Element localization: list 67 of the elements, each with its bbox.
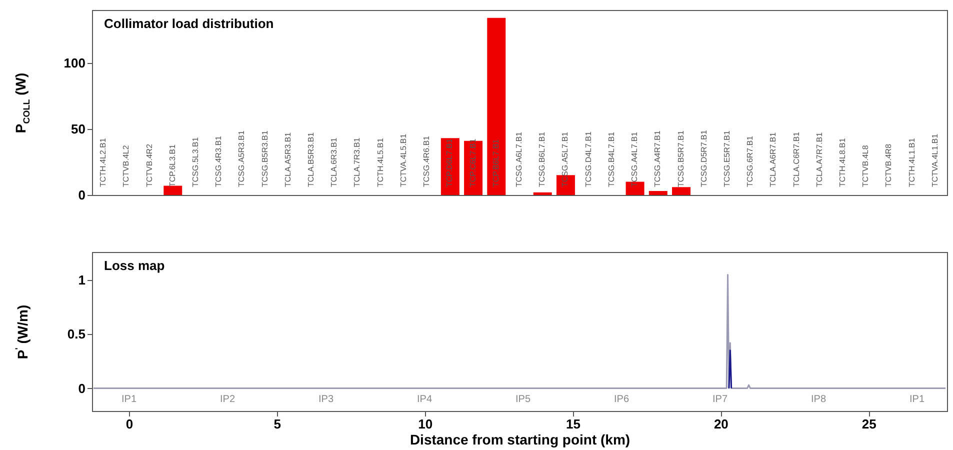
x-tick-label: TCP.B6L7.B1 bbox=[491, 138, 500, 187]
x-tick-label: TCTVA.4L5.B1 bbox=[398, 133, 408, 187]
annotation: IP2 bbox=[220, 394, 236, 405]
x-tick-label: TCSG.D5R7.B1 bbox=[699, 130, 708, 187]
annotation: IP7 bbox=[712, 394, 728, 405]
x-tick-label: TCSG.B5R3.B1 bbox=[260, 130, 270, 187]
bar bbox=[648, 191, 668, 195]
text: Loss map bbox=[104, 258, 165, 273]
x-tick-label: TCLA.7R3.B1 bbox=[352, 137, 362, 187]
x-tick-label: TCSG.A5L7.B1 bbox=[560, 131, 570, 187]
x-tick-label: 20 bbox=[714, 416, 728, 432]
x-tick-label: TCLA.B5R3.B1 bbox=[306, 132, 316, 187]
x-tick-label: TCTVB.4L8 bbox=[861, 144, 870, 187]
x-tick-label: TCSG.A4L7.B1 bbox=[630, 131, 640, 187]
x-tick-label: TCP.D6L7.B1 bbox=[445, 138, 454, 187]
annotation: IP5 bbox=[515, 394, 531, 405]
x-tick-label: TCSG.A6L7.B1 bbox=[514, 131, 524, 187]
x-tick-label: TCSG.D4L7.B1 bbox=[584, 130, 593, 187]
x-tick-label: TCTVB.4R2 bbox=[144, 143, 154, 187]
x-tick-label: TCTH.4L8.B1 bbox=[838, 138, 848, 187]
x-tick-label: TCTVB.4R8 bbox=[884, 143, 894, 187]
chart-title: Collimator load distribution bbox=[104, 16, 274, 31]
x-tick-label: 25 bbox=[862, 416, 876, 432]
x-tick-label: TCTH.4L2.B1 bbox=[98, 138, 108, 187]
annotation: IP4 bbox=[416, 394, 432, 405]
x-tick-label: TCSG.A5R3.B1 bbox=[237, 130, 246, 187]
annotation: IP8 bbox=[810, 394, 826, 405]
x-tick-label: TCSG.5L3.B1 bbox=[190, 136, 200, 187]
annotation: IP3 bbox=[318, 394, 334, 405]
annotation: IP1 bbox=[121, 394, 137, 405]
y-tick-label: 1 bbox=[78, 272, 86, 288]
x-tick-label: TCSG.6R7.B1 bbox=[746, 135, 755, 187]
bar bbox=[533, 192, 552, 195]
x-tick-label: TCLA.6R3.B1 bbox=[330, 137, 339, 187]
bar bbox=[672, 187, 690, 195]
x-tick-label: TCSG.B4L7.B1 bbox=[606, 131, 616, 187]
x-tick-label: TCSG.E5R7.B1 bbox=[722, 130, 732, 187]
x-tick-label: TCTH.4L1.B1 bbox=[907, 138, 916, 187]
line-series bbox=[92, 274, 946, 390]
annotation: IP6 bbox=[614, 394, 630, 405]
y-tick-label: 0 bbox=[78, 188, 86, 202]
x-tick-label: 15 bbox=[566, 416, 580, 432]
x-tick-label: TCSG.B6L7.B1 bbox=[538, 131, 547, 187]
x-tick-label: TCLA.A5R3.B1 bbox=[283, 132, 292, 187]
x-tick-label: 10 bbox=[418, 416, 433, 432]
x-tick-label: 0 bbox=[126, 416, 134, 432]
x-tick-label: TCLA.A6R7.B1 bbox=[768, 132, 778, 187]
x-tick-label: TCSG.A4R7.B1 bbox=[653, 130, 662, 187]
x-tick-label: 5 bbox=[274, 416, 282, 432]
x-tick-label: TCP.C6L7.B1 bbox=[468, 138, 478, 187]
bar bbox=[487, 18, 506, 195]
x-tick-label: TCSG.4R3.B1 bbox=[214, 135, 224, 187]
x-tick-label: TCTVA.4L1.B1 bbox=[930, 133, 940, 187]
y-tick-label: 50 bbox=[71, 121, 86, 136]
y-tick-label: 0.5 bbox=[67, 326, 86, 342]
x-tick-label: TCP.6L3.B1 bbox=[168, 144, 177, 187]
x-tick-label: TCLA.A7R7.B1 bbox=[814, 132, 824, 187]
x-axis-title: Distance from starting point (km) bbox=[410, 432, 630, 448]
x-tick-label: TCSG.4R6.B1 bbox=[422, 135, 432, 187]
x-tick-label: TCTH.4L5.B1 bbox=[376, 138, 385, 187]
x-tick-label: TCTVB.4L2 bbox=[122, 144, 131, 187]
bar bbox=[164, 186, 182, 195]
x-tick-label: TCLA.C6R7.B1 bbox=[792, 131, 801, 187]
annotation: IP1 bbox=[909, 394, 925, 405]
x-tick-label: TCSG.B5R7.B1 bbox=[676, 130, 686, 187]
y-tick-label: 100 bbox=[64, 55, 86, 70]
y-tick-label: 0 bbox=[78, 380, 86, 396]
